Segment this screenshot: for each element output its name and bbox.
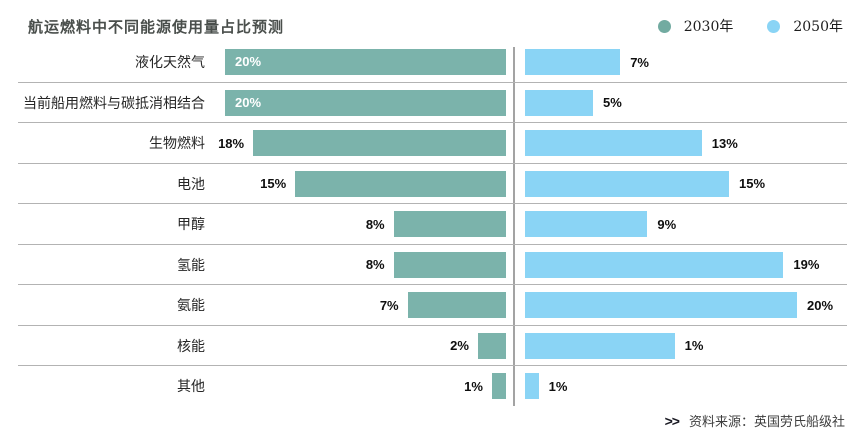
center-gap (506, 42, 525, 83)
bar-2050 (525, 49, 621, 76)
center-gap (506, 204, 525, 245)
center-gap (506, 245, 525, 286)
legend-swatch-2050-icon (767, 19, 781, 33)
chart-row: 生物燃料 18% 13% (0, 123, 861, 164)
category-label: 其他 (177, 379, 205, 396)
center-gap (506, 366, 525, 407)
value-label-2050: 13% (711, 135, 738, 151)
category-label: 氢能 (177, 257, 205, 274)
bar-zone-2030: 8% (205, 245, 506, 286)
chart-row: 甲醇 8% 9% (0, 204, 861, 245)
value-label-2050: 19% (793, 257, 820, 273)
chart-row: 氢能 8% 19% (0, 245, 861, 286)
value-label-2050: 1% (684, 338, 704, 354)
chart-row: 电池 15% 15% (0, 164, 861, 205)
bar-2050 (525, 373, 539, 400)
bar-zone-2030: 15% (205, 164, 506, 205)
bar-2030 (393, 211, 506, 238)
category-label: 当前船用燃料与碳抵消相结合 (23, 95, 205, 112)
bar-2030 (295, 170, 506, 197)
bar-zone-2050: 15% (525, 164, 861, 205)
value-label-2030: 20% (235, 94, 262, 110)
value-label-2050: 1% (548, 378, 568, 394)
center-gap (506, 164, 525, 205)
value-label-2030: 20% (235, 54, 262, 70)
value-label-2050: 9% (657, 216, 677, 232)
value-label-2050: 5% (603, 95, 622, 111)
value-label-2030: 8% (365, 216, 385, 232)
bar-2030 (477, 332, 506, 359)
legend-swatch-2030-icon (657, 19, 671, 33)
bar-2050 (525, 170, 729, 197)
double-chevron-icon: >> (664, 412, 680, 429)
bar-zone-2050: 9% (525, 204, 861, 245)
value-label-2050: 20% (807, 297, 834, 313)
bar-2030 (253, 130, 506, 157)
category-label: 液化天然气 (135, 55, 205, 72)
value-label-2030: 1% (464, 378, 483, 394)
chart-header: 航运燃料中不同能源使用量占比预测 2030年 2050年 (0, 0, 861, 42)
bar-2050 (525, 292, 797, 319)
value-label-2030: 2% (450, 338, 469, 354)
value-label-2030: 15% (260, 176, 287, 192)
bar-zone-2030: 20% (205, 83, 506, 124)
value-label-2030: 8% (365, 257, 385, 273)
bar-zone-2050: 1% (525, 326, 861, 367)
bar-zone-2050: 5% (525, 83, 861, 124)
category-label: 核能 (177, 338, 205, 355)
chart-row: 当前船用燃料与碳抵消相结合 20% 5% (0, 83, 861, 124)
chart-row: 液化天然气 20% 7% (0, 42, 861, 83)
bar-zone-2030: 2% (205, 326, 506, 367)
legend-label-2050: 2050年 (793, 19, 843, 35)
center-axis-line (513, 47, 515, 406)
diverging-bar-chart: 液化天然气 20% 7% 当前船用燃料与碳抵消相结合 20% 5% (0, 42, 861, 407)
category-label: 生物燃料 (149, 136, 205, 153)
bar-2050 (525, 251, 784, 278)
center-gap (506, 326, 525, 367)
bar-2030: 20% (225, 89, 506, 116)
value-label-2050: 7% (630, 54, 649, 70)
page-title: 航运燃料中不同能源使用量占比预测 (28, 18, 285, 36)
bar-zone-2030: 20% (205, 42, 506, 83)
bar-2030 (393, 251, 506, 278)
bar-zone-2050: 7% (525, 42, 861, 83)
center-gap (506, 285, 525, 326)
value-label-2030: 18% (218, 135, 245, 151)
bar-zone-2050: 19% (525, 245, 861, 286)
legend-item-2050: 2050年 (767, 16, 843, 36)
bar-zone-2030: 1% (205, 366, 506, 407)
value-label-2030: 7% (379, 297, 399, 313)
category-label: 氨能 (177, 298, 205, 315)
category-label: 甲醇 (177, 217, 205, 234)
bar-zone-2030: 7% (205, 285, 506, 326)
bar-2050 (525, 211, 648, 238)
legend-item-2030: 2030年 (657, 16, 734, 36)
chart-row: 氨能 7% 20% (0, 285, 861, 326)
chart-row: 其他 1% 1% (0, 366, 861, 407)
bar-2050 (525, 89, 593, 116)
legend-label-2030: 2030年 (683, 19, 734, 35)
bar-zone-2050: 13% (525, 123, 861, 164)
chart-rows: 液化天然气 20% 7% 当前船用燃料与碳抵消相结合 20% 5% (0, 42, 861, 407)
bar-2030: 20% (225, 49, 506, 76)
category-label: 电池 (177, 176, 205, 193)
center-gap (506, 83, 525, 124)
bar-zone-2030: 18% (205, 123, 506, 164)
chart-row: 核能 2% 1% (0, 326, 861, 367)
bar-zone-2030: 8% (205, 204, 506, 245)
bar-2030 (407, 292, 506, 319)
bar-2050 (525, 130, 702, 157)
bar-zone-2050: 1% (525, 366, 861, 407)
legend: 2030年 2050年 (657, 16, 843, 36)
bar-zone-2050: 20% (525, 285, 861, 326)
center-gap (506, 123, 525, 164)
source-note: >> 资料来源：英国劳氏船级社 (664, 411, 845, 431)
value-label-2050: 15% (739, 176, 766, 192)
bar-2030 (491, 373, 506, 400)
bar-2050 (525, 332, 675, 359)
source-text: 资料来源：英国劳氏船级社 (688, 415, 845, 430)
